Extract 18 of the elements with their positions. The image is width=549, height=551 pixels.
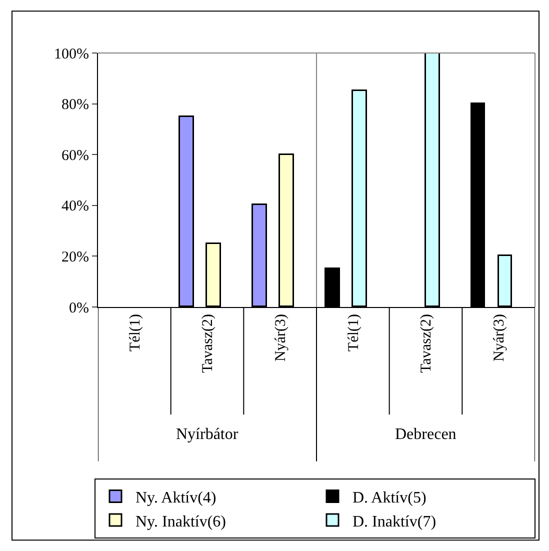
y-tick-label: 40% <box>62 198 89 215</box>
text: Debrecen <box>395 426 456 443</box>
y-tick-label: 100% <box>54 46 89 62</box>
y-tick-label: 0% <box>69 300 89 316</box>
x-tick-label: Nyár(3) <box>272 314 289 362</box>
text: Nyírbátor <box>176 426 239 443</box>
x-tick-label: Nyár(3) <box>491 314 508 362</box>
x-tick-label: Tavasz(2) <box>200 314 216 373</box>
x-tick-label: Tél(1) <box>346 314 362 352</box>
x-tick-label: Tavasz(2) <box>418 314 435 373</box>
legend-label: Ny. Inaktív(6) <box>136 513 226 530</box>
legend-label: Ny. Aktív(4) <box>136 489 216 506</box>
y-tick-label: 20% <box>62 249 89 266</box>
y-tick-label: 80% <box>62 97 89 114</box>
legend-label: D. Inaktív(7) <box>352 513 436 530</box>
y-tick-label: 60% <box>62 148 89 164</box>
x-tick-label: Tél(1) <box>127 314 144 352</box>
legend-label: D. Aktív(5) <box>352 489 426 506</box>
